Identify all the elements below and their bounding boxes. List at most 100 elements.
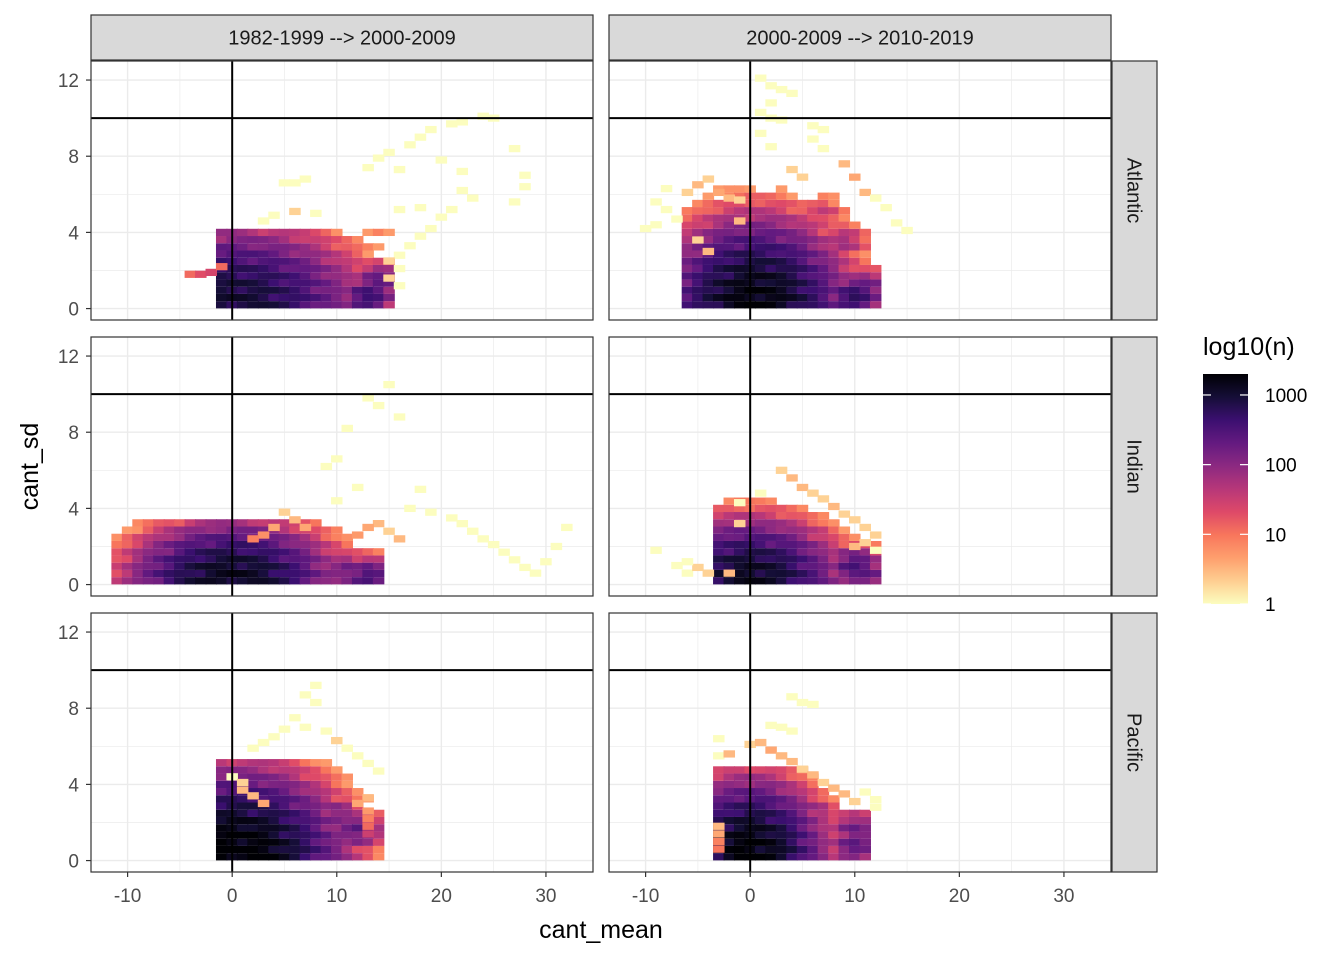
heatmap-tile [257,264,270,273]
heatmap-tile [765,99,777,107]
heatmap-tile [278,795,291,803]
x-tick-label: 20 [431,886,452,907]
heatmap-tile [786,272,798,280]
heatmap-tile [320,243,333,251]
heatmap-tile [236,293,249,302]
heatmap-tile [351,577,364,585]
heatmap-tile [362,555,374,563]
panel-indian-2 [608,336,1112,597]
heatmap-tile [257,555,270,563]
heatmap-tile [268,838,280,846]
heatmap-tile [142,555,155,563]
heatmap-tile [299,548,312,556]
heatmap-tile [723,788,736,796]
heatmap-tile [692,264,704,273]
heatmap-tile [692,221,704,229]
heatmap-tile [828,286,840,294]
heatmap-tile [838,845,851,854]
heatmap-tile [278,809,291,817]
heatmap-tile [278,845,291,854]
heatmap-tile [278,526,291,534]
heatmap-tile [351,272,364,280]
heatmap-tile [838,228,851,237]
heatmap-tile [849,279,861,287]
heatmap-tile [807,562,819,570]
heatmap-tile [828,816,840,825]
heatmap-tile [289,845,301,854]
heatmap-tile [765,788,777,796]
heatmap-tile [310,788,322,796]
heatmap-tile [859,569,871,578]
heatmap-tile [765,809,777,817]
heatmap-tile [817,144,830,153]
heatmap-tile [331,555,343,563]
heatmap-tile [754,540,767,549]
panel-border [608,612,1112,873]
heatmap-tile [733,279,746,287]
heatmap-tile [849,516,861,524]
heatmap-tile [765,831,777,839]
heatmap-tile [692,279,704,287]
heatmap-tile [351,548,364,556]
heatmap-tile [869,577,882,585]
heatmap-tile [849,257,861,265]
heatmap-tile [754,199,767,208]
heatmap-tile [257,569,270,578]
heatmap-tile [257,228,270,237]
heatmap-tile [320,279,333,287]
heatmap-tile [351,279,364,287]
heatmap-tile [692,286,704,294]
heatmap-tile [351,831,364,839]
heatmap-tile [341,816,353,825]
heatmap-tile [299,279,312,287]
heatmap-tile [713,519,725,527]
heatmap-tile [268,523,280,532]
heatmap-tile [257,236,270,244]
column-strip-2: 2000-2009 --> 2010-2019 [608,14,1112,61]
heatmap-tile [713,272,725,280]
heatmap-tile [341,286,353,294]
heatmap-tile [372,301,385,309]
heatmap-tile [299,272,312,280]
heatmap-tile [487,540,500,549]
heatmap-tile [796,569,809,578]
heatmap-tile [849,173,861,181]
heatmap-tile [723,264,736,273]
heatmap-tile [838,533,851,541]
heatmap-tile [754,243,767,251]
heatmap-tile [351,795,364,803]
heatmap-tile [681,558,694,566]
heatmap-tile [215,555,228,563]
y-tick-label: 0 [68,576,79,597]
heatmap-tile [331,264,343,273]
heatmap-tile [796,504,809,513]
heatmap-tile [859,279,871,287]
heatmap-tile [247,540,259,549]
heatmap-tile [817,802,830,810]
heatmap-tile [331,809,343,817]
heatmap-tile [765,257,777,265]
heatmap-tile [310,766,322,774]
heatmap-tile [702,228,715,237]
heatmap-tile [310,562,322,570]
heatmap-tile [341,540,353,549]
heatmap-tile [754,555,767,563]
heatmap-tile [786,519,798,527]
heatmap-tile [828,526,840,534]
heatmap-tile [247,577,259,585]
heatmap-tile [351,250,364,258]
heatmap-tile [786,780,798,789]
heatmap-tile [310,845,322,854]
heatmap-tile [786,243,798,251]
heatmap-tile [681,279,694,287]
heatmap-tile [247,569,259,578]
heatmap-tile [351,824,364,832]
heatmap-tile [838,272,851,280]
heatmap-tile [362,853,374,861]
heatmap-tile [796,243,809,251]
heatmap-tile [257,780,270,789]
heatmap-tile [257,531,270,539]
heatmap-tile [236,838,249,846]
heatmap-tile [723,853,736,861]
heatmap-tile [681,221,694,229]
